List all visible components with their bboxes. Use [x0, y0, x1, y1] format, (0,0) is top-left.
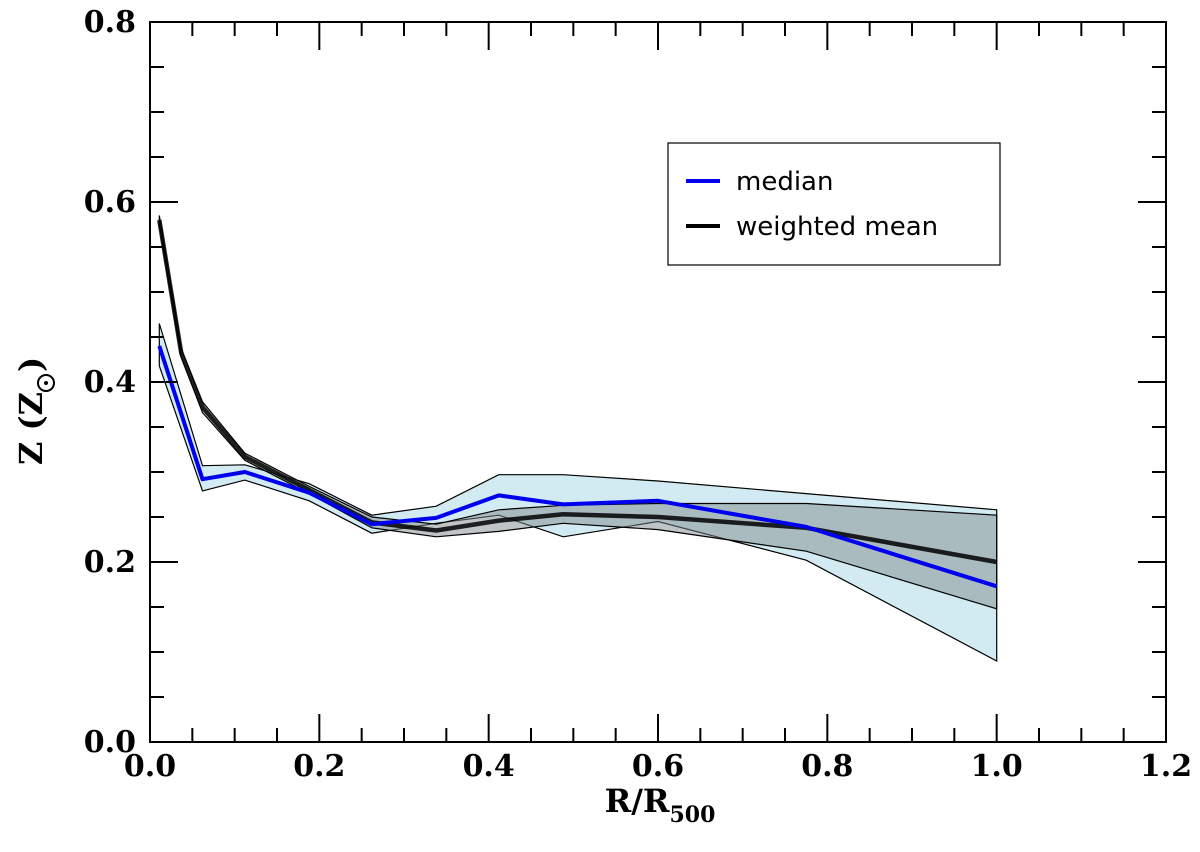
series-lines [157, 219, 998, 589]
y-axis-label-close: ) [12, 357, 50, 372]
x-tick-label: 0.6 [632, 749, 684, 784]
y-tick-label: 0.4 [84, 365, 136, 400]
x-tick-label: 0.8 [801, 749, 853, 784]
band-weighted-mean [158, 215, 998, 610]
sun-symbol-icon [37, 374, 55, 392]
axis-tick-labels: 0.0 0.2 0.4 0.6 0.8 1.0 1.2 0.0 0.2 0.4 0.6 0.8 [84, 5, 1192, 784]
legend-label-weighted-mean: weighted mean [736, 212, 938, 242]
x-tick-label: 0.4 [463, 749, 515, 784]
axis-ticks [149, 21, 1167, 743]
x-tick-label: 1.2 [1140, 749, 1192, 784]
line-weighted-mean [157, 219, 998, 565]
x-axis-label-subscript: 500 [669, 802, 715, 828]
legend-box [667, 142, 1001, 266]
x-tick-label: 0.0 [124, 749, 176, 784]
x-tick-label: 1.0 [971, 749, 1023, 784]
y-tick-label: 0.8 [84, 5, 136, 40]
line-median [157, 345, 998, 589]
legend-label-median: median [736, 167, 833, 197]
legend: median weighted mean [667, 142, 1001, 266]
y-axis-label-text: Z (Z [12, 392, 50, 465]
y-tick-label: 0.0 [84, 725, 136, 760]
y-tick-label: 0.6 [84, 185, 136, 220]
y-axis-label: Z (Z ) [12, 357, 55, 465]
x-axis-label: R/R500 [605, 782, 716, 828]
band-median [158, 323, 998, 662]
uncertainty-bands [158, 215, 998, 662]
y-tick-label: 0.2 [84, 545, 136, 580]
plot-frame [149, 21, 1167, 743]
x-tick-label: 0.2 [293, 749, 345, 784]
